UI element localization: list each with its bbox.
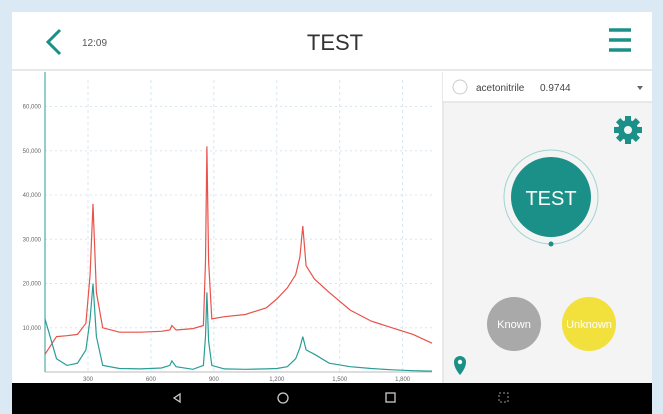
nav-bar <box>12 383 652 414</box>
test-ring-dot <box>548 241 554 247</box>
x-tick-label: 1,500 <box>332 377 348 383</box>
nav-recents[interactable] <box>385 392 396 403</box>
series-line <box>44 146 433 355</box>
y-tick-label: 10,000 <box>23 326 42 332</box>
x-tick-label: 600 <box>146 377 157 383</box>
unknown-button[interactable] <box>562 297 616 351</box>
x-tick-label: 900 <box>209 377 220 383</box>
x-tick-label: 1,800 <box>395 377 411 383</box>
settings-button[interactable] <box>614 116 642 144</box>
menu-button[interactable] <box>609 28 631 52</box>
y-tick-label: 60,000 <box>23 105 42 111</box>
title: TEST <box>307 30 363 55</box>
y-tick-label: 40,000 <box>23 193 42 199</box>
unknown-label: Unknown <box>566 319 612 331</box>
series-line <box>44 283 433 372</box>
y-tick-label: 50,000 <box>23 149 42 155</box>
nav-screenshot[interactable] <box>498 392 509 403</box>
known-button[interactable] <box>487 297 541 351</box>
back-button[interactable] <box>45 28 62 56</box>
test-label: TEST <box>525 188 576 210</box>
compound-name: acetonitrile <box>476 83 525 94</box>
nav-home[interactable] <box>277 392 289 404</box>
dropdown-arrow <box>637 86 643 90</box>
y-tick-label: 20,000 <box>23 282 42 288</box>
y-tick-label: 30,000 <box>23 237 42 243</box>
panel-background <box>444 103 652 383</box>
nav-back[interactable] <box>172 392 181 404</box>
x-tick-label: 1,200 <box>269 377 285 383</box>
result-icon <box>452 79 468 95</box>
match-score: 0.9744 <box>540 83 571 94</box>
known-label: Known <box>497 319 531 331</box>
test-button[interactable] <box>511 157 591 237</box>
x-tick-label: 300 <box>83 377 94 383</box>
time: 12:09 <box>82 38 107 49</box>
location-icon[interactable] <box>454 356 466 375</box>
result-dropdown[interactable] <box>443 72 652 102</box>
spectrum-chart: 10,000 20,000 30,000 40,000 50,000 60,000 300 6… <box>23 72 433 383</box>
header <box>12 12 652 70</box>
